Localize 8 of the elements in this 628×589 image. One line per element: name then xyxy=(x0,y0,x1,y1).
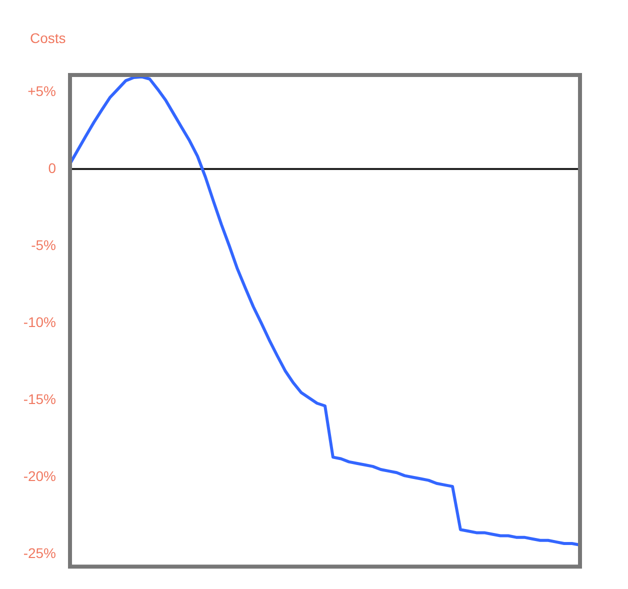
y-tick-label: +5% xyxy=(28,82,56,99)
y-axis-title: Costs xyxy=(30,30,66,46)
y-tick-label: 0 xyxy=(48,160,56,176)
y-tick-label: -10% xyxy=(23,314,56,330)
y-tick-label: -20% xyxy=(23,468,56,484)
y-tick-label: -25% xyxy=(23,545,56,562)
y-tick-label: -15% xyxy=(23,391,56,408)
y-tick-label: -5% xyxy=(31,236,56,253)
